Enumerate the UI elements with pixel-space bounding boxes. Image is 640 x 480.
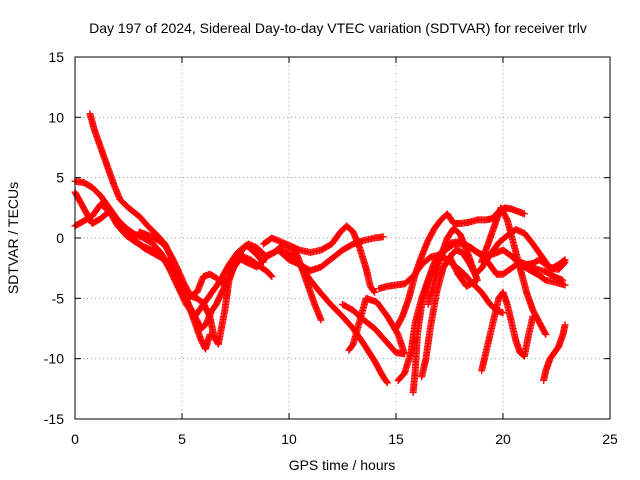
data-point — [383, 378, 391, 386]
series-arc9 — [339, 294, 409, 358]
y-tick-label: 0 — [56, 230, 64, 246]
x-tick-label: 0 — [71, 431, 79, 447]
data-point — [317, 316, 325, 324]
data-point — [499, 309, 507, 317]
y-tick-label: -5 — [52, 290, 65, 306]
series-arc18 — [540, 321, 569, 384]
x-tick-label: 25 — [602, 431, 618, 447]
data-points — [71, 110, 569, 396]
data-point — [446, 252, 453, 260]
data-point — [345, 346, 353, 354]
data-point — [561, 321, 569, 329]
data-point — [370, 287, 378, 295]
y-tick-label: 5 — [56, 170, 64, 186]
series-arc19 — [510, 252, 569, 272]
x-tick-label: 10 — [281, 431, 297, 447]
data-point — [561, 281, 569, 289]
data-point — [542, 331, 550, 339]
data-point — [561, 256, 569, 264]
data-point — [383, 379, 391, 387]
series-arc7 — [259, 222, 379, 296]
y-tick-label: 10 — [48, 109, 64, 125]
x-axis-label: GPS time / hours — [289, 457, 396, 473]
x-tick-label: 15 — [388, 431, 404, 447]
x-tick-label: 20 — [495, 431, 511, 447]
data-point — [541, 329, 549, 337]
series-arc15 — [424, 224, 481, 308]
y-axis-label: SDTVAR / TECUs — [5, 182, 21, 294]
data-point — [371, 288, 379, 296]
data-point — [267, 272, 275, 280]
series-arc8 — [274, 233, 387, 275]
axis-ticks: 0 5 10 15 20 25 -15 -10 -5 0 5 10 15 — [44, 49, 618, 447]
x-tick-label: 5 — [178, 431, 186, 447]
y-tick-label: -15 — [44, 411, 64, 427]
data-point — [529, 312, 537, 320]
data-point — [379, 233, 387, 241]
data-point — [446, 253, 454, 261]
y-tick-label: 15 — [48, 49, 64, 65]
data-point — [268, 273, 276, 281]
chart-title: Day 197 of 2024, Sidereal Day-to-day VTE… — [89, 20, 587, 36]
data-point — [560, 257, 568, 265]
data-point — [520, 210, 528, 218]
data-point — [559, 276, 567, 284]
y-tick-label: -10 — [44, 351, 64, 367]
data-point — [346, 345, 354, 353]
series-arc17 — [478, 288, 537, 375]
